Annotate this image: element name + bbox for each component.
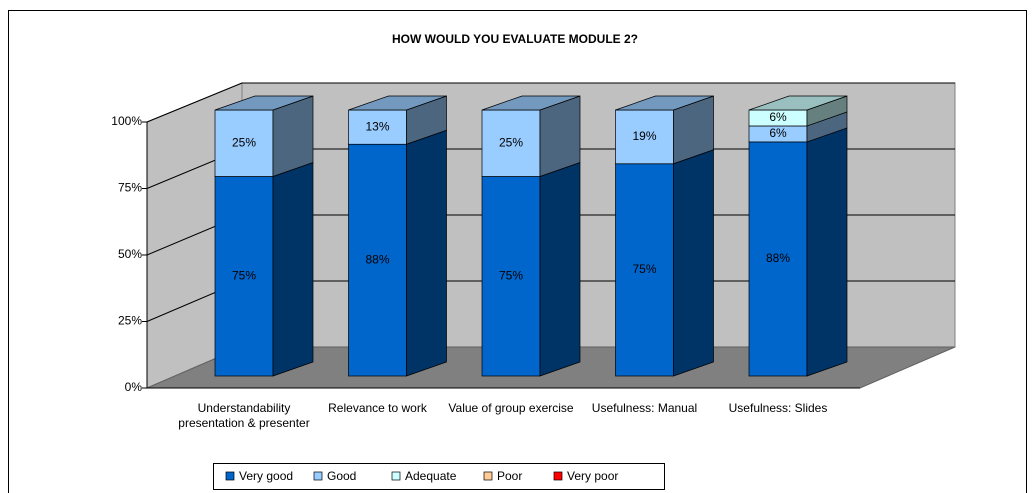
legend-label: Adequate: [405, 469, 457, 483]
data-label: 6%: [769, 110, 787, 124]
chart-title: HOW WOULD YOU EVALUATE MODULE 2?: [392, 32, 638, 46]
grid-line: [146, 82, 955, 123]
data-label: 6%: [769, 126, 787, 140]
data-label: 75%: [632, 262, 656, 276]
y-tick-label: 25%: [118, 314, 142, 328]
bar-segment: [615, 163, 674, 377]
bar-top: [615, 95, 714, 111]
legend-swatch: [225, 471, 235, 481]
bar-side: [806, 127, 848, 377]
x-tick-label: Usefulness: Manual: [591, 401, 698, 415]
bar-top: [214, 95, 314, 111]
x-tick-label: Usefulness: Slides: [728, 401, 828, 415]
legend-label: Good: [327, 469, 356, 483]
legend-label: Poor: [497, 469, 522, 483]
bar-segment: [481, 176, 541, 377]
bar-segment: [481, 109, 541, 177]
legend-swatch: [483, 471, 493, 481]
bar-segment: [748, 141, 808, 377]
x-tick-label: Relevance to work: [328, 401, 427, 415]
bar-segment: [615, 109, 674, 165]
data-label: 75%: [232, 268, 256, 282]
bar-side: [406, 129, 447, 377]
y-tick-label: 0%: [125, 380, 143, 394]
y-tick-label: 100%: [111, 114, 142, 128]
data-label: 25%: [232, 135, 256, 149]
bar-side: [673, 149, 714, 377]
data-label: 88%: [766, 251, 790, 265]
data-label: 13%: [365, 119, 389, 133]
legend-swatch: [553, 471, 563, 481]
data-label: 75%: [499, 268, 523, 282]
x-tick-label: Understandability presentation & present…: [178, 401, 310, 430]
legend-swatch: [313, 471, 323, 481]
y-tick-label: 50%: [118, 247, 142, 261]
bar-segment: [214, 109, 274, 177]
bar-side: [539, 162, 581, 377]
bar-side: [272, 162, 314, 377]
x-tick-label: Value of group exercise: [448, 401, 574, 415]
bar-segment: [214, 176, 274, 377]
data-label: 25%: [499, 135, 523, 149]
bar-top: [481, 95, 581, 111]
legend-swatch: [391, 471, 401, 481]
data-label: 88%: [365, 252, 389, 266]
data-label: 19%: [632, 129, 656, 143]
bar-segment: [348, 143, 407, 377]
legend-label: Very poor: [567, 469, 618, 483]
bar-segment: [348, 109, 407, 145]
bar-top: [748, 95, 848, 111]
legend-label: Very good: [239, 469, 293, 483]
legend-box: [213, 463, 665, 490]
bar-top: [348, 95, 447, 111]
y-tick-label: 75%: [118, 181, 142, 195]
